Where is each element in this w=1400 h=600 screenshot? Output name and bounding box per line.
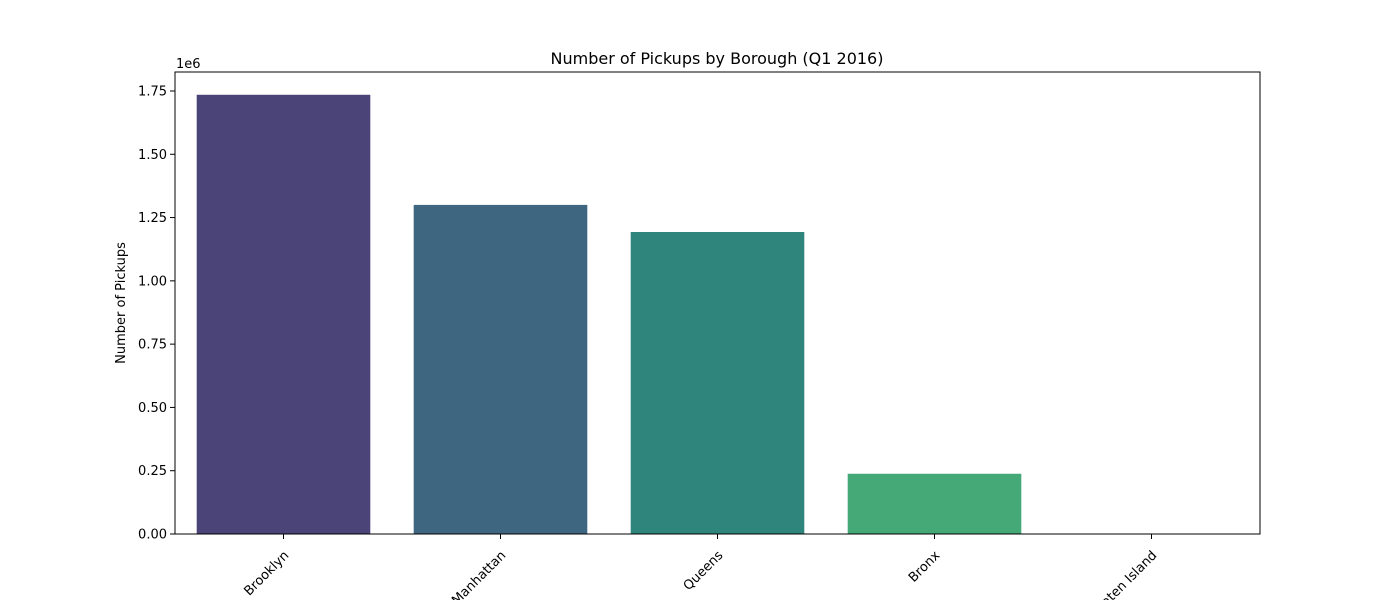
y-tick-label-1: 0.25 — [138, 464, 167, 479]
y-tick-label-6: 1.50 — [138, 148, 167, 163]
y-tick-label-2: 0.50 — [138, 401, 167, 416]
bar-queens — [630, 231, 805, 535]
bar-manhattan — [413, 204, 588, 534]
y-axis-title: Number of Pickups — [114, 242, 129, 364]
x-axis: Brooklyn Manhattan Queens Bronx Staten Islan… — [241, 534, 1160, 600]
bar-brooklyn — [196, 94, 371, 534]
plot-area-frame — [174, 71, 1261, 535]
y-tick-label-5: 1.25 — [138, 211, 167, 226]
bar-bronx — [847, 473, 1022, 534]
y-axis-offset-label: 1e6 — [176, 57, 201, 72]
y-tick-label-0: 0.00 — [138, 528, 167, 543]
x-tick-label-bronx: Bronx — [906, 548, 944, 586]
y-axis: 0.00 0.25 0.50 0.75 1.00 1.25 1.50 1.75 — [138, 84, 175, 543]
y-tick-label-7: 1.75 — [138, 84, 167, 99]
bars-layer — [196, 94, 1239, 535]
x-tick-label-staten-island: Staten Island — [1089, 548, 1160, 600]
y-tick-label-4: 1.00 — [138, 274, 167, 289]
y-tick-label-3: 0.75 — [138, 338, 167, 353]
x-tick-label-brooklyn: Brooklyn — [241, 548, 292, 599]
x-tick-label-manhattan: Manhattan — [449, 548, 509, 600]
x-tick-label-queens: Queens — [681, 548, 727, 594]
chart-title: Number of Pickups by Borough (Q1 2016) — [551, 49, 884, 68]
